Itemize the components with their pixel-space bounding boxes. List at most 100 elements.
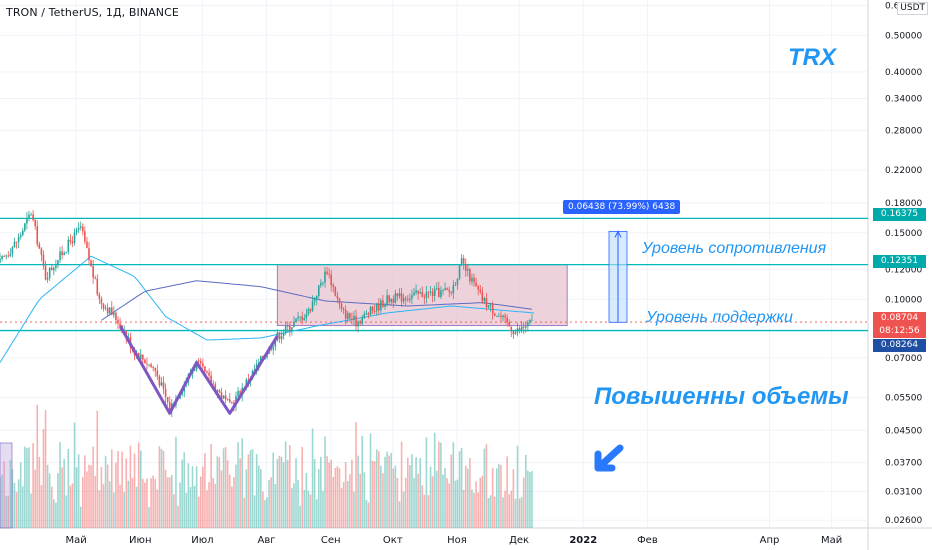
volume-bar — [65, 495, 68, 528]
resistance-annotation[interactable]: Уровень сопротивления — [642, 240, 827, 257]
volume-bar — [216, 456, 219, 528]
candle-body — [346, 313, 349, 319]
candle-body — [77, 227, 80, 230]
volume-bar — [297, 479, 299, 528]
candle-body — [446, 288, 448, 290]
candle-body — [228, 399, 231, 403]
volume-bar — [276, 459, 279, 528]
volume-bar — [129, 445, 132, 528]
volume-bar — [458, 451, 461, 528]
volume-bar — [92, 446, 94, 528]
volume-bar — [139, 450, 142, 528]
volume-bar — [357, 455, 359, 528]
candle-body — [438, 288, 440, 297]
time-axis-label: Апр — [760, 535, 780, 546]
volume-bar — [282, 462, 285, 528]
volume-bar — [293, 483, 295, 528]
volume-bar — [173, 494, 175, 528]
volume-bar — [69, 485, 72, 528]
candle-body — [142, 354, 144, 360]
candle-body — [90, 260, 92, 267]
volume-zone-marker — [0, 442, 13, 529]
volume-bar — [442, 474, 444, 528]
volume-bar — [334, 467, 337, 528]
volume-bar — [11, 468, 14, 528]
volume-bar — [272, 452, 275, 528]
candle-body — [512, 331, 515, 335]
candle-body — [220, 392, 223, 399]
candle-body — [454, 284, 457, 286]
ticker-annotation[interactable]: TRX — [788, 44, 836, 71]
volume-bar — [448, 483, 450, 528]
volume-bar — [415, 457, 417, 528]
candle-body — [367, 313, 370, 315]
volume-bar — [483, 448, 486, 528]
volume-bar — [239, 458, 241, 528]
candle-body — [17, 237, 20, 243]
candle-body — [458, 264, 461, 279]
time-axis-label: Дек — [509, 535, 529, 546]
candle-body — [429, 291, 432, 293]
volume-bar — [146, 478, 148, 528]
volume-bar — [121, 451, 123, 528]
candle-body — [508, 322, 511, 327]
candle-body — [24, 223, 26, 231]
candle-body — [295, 318, 297, 322]
volume-bar — [38, 456, 41, 528]
candle-body — [500, 315, 502, 318]
candle-body — [338, 298, 341, 304]
candle-body — [527, 322, 529, 327]
volume-bar — [342, 482, 345, 528]
candle-body — [117, 319, 119, 324]
volume-bar — [404, 477, 407, 528]
price-range-measure-label[interactable]: 0.06438 (73.99%) 6438 — [563, 200, 681, 214]
volume-bar — [359, 473, 361, 528]
volume-bar — [243, 497, 246, 528]
volume-bar — [28, 447, 30, 528]
candle-body — [384, 304, 386, 307]
volume-bar — [13, 482, 16, 528]
volume-bar — [123, 492, 125, 528]
volume-bar — [15, 491, 18, 528]
price-axis-tick-label: 0.28000 — [885, 126, 922, 136]
candle-body — [344, 309, 347, 319]
volume-bar — [106, 464, 109, 528]
volume-bar — [411, 454, 413, 528]
volume-bar — [175, 436, 177, 528]
volume-bar — [328, 462, 330, 528]
volume-bar — [460, 447, 463, 528]
candle-body — [373, 311, 376, 312]
volume-bar — [199, 476, 202, 528]
time-axis-label: Май — [65, 535, 86, 546]
volume-bar — [529, 471, 531, 528]
volume-bar — [131, 477, 134, 528]
volume-bar — [485, 444, 488, 528]
candle-body — [5, 255, 8, 257]
volume-bar — [171, 474, 173, 528]
volume-bar — [396, 478, 399, 528]
price-axis-tick-label: 0.15000 — [885, 229, 922, 239]
candle-body — [55, 265, 57, 268]
volume-bar — [204, 453, 206, 528]
volume-bar — [456, 479, 459, 528]
candle-body — [44, 265, 47, 280]
candle-body — [36, 226, 39, 245]
volume-bar — [73, 422, 76, 528]
volume-annotation[interactable]: Повышенны объемы — [594, 383, 849, 410]
candle-body — [160, 382, 163, 386]
candle-body — [162, 382, 165, 389]
volume-bar — [274, 484, 277, 528]
candle-body — [404, 298, 407, 300]
volume-bar — [286, 460, 289, 528]
volume-bar — [380, 465, 382, 528]
volume-bar — [84, 455, 86, 528]
volume-bar — [409, 465, 411, 528]
candle-body — [355, 315, 357, 327]
candle-body — [115, 312, 117, 320]
candle-body — [433, 288, 436, 297]
currency-label[interactable]: USDT — [897, 2, 928, 15]
support-annotation[interactable]: Уровень поддержки — [646, 309, 793, 326]
volume-bar — [438, 441, 440, 528]
volume-bar — [527, 470, 529, 528]
